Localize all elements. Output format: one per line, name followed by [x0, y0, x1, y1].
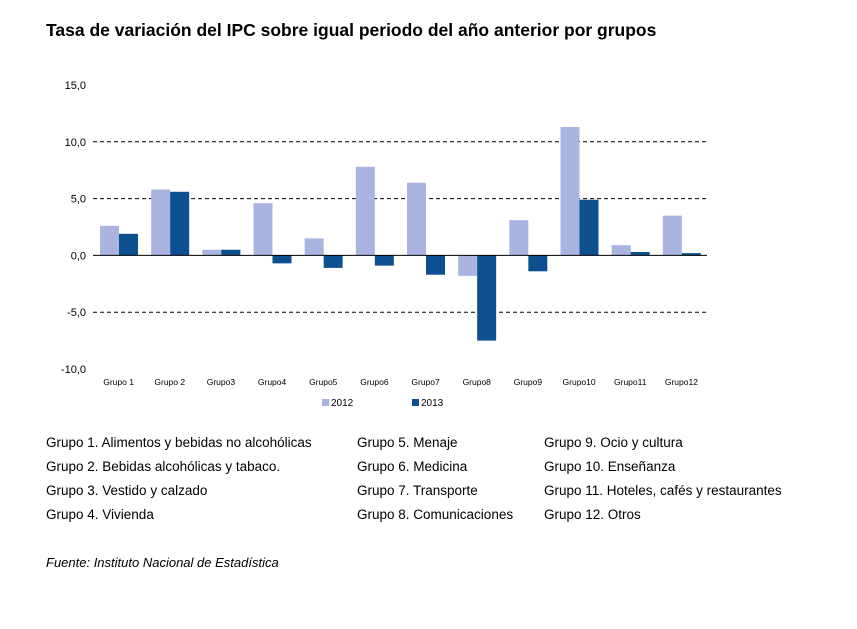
note-grupo-2: Grupo 2. Bebidas alcohólicas y tabaco.	[46, 459, 281, 474]
bar-2013	[221, 249, 241, 256]
x-tick-label: Grupo 2	[154, 377, 185, 387]
bar-2012	[407, 182, 426, 256]
bar-2012	[304, 238, 324, 256]
y-tick-label: 0,0	[71, 250, 86, 262]
note-grupo-12: Grupo 12. Otros	[544, 507, 641, 522]
y-tick-label: 10,0	[65, 137, 86, 149]
x-tick-label: Grupo3	[207, 377, 236, 387]
x-tick-label: Grupo7	[411, 377, 440, 387]
x-tick-label: Grupo10	[563, 377, 596, 387]
bar-2013	[579, 199, 599, 256]
bar-2012	[253, 203, 273, 256]
legend-label-2012: 2012	[331, 398, 354, 409]
bar-chart: 15,0 10,0 5,0 0,0 -5,0 -10,0 Grupo 1 Grupo 2 Gru…	[61, 80, 707, 409]
note-grupo-3: Grupo 3. Vestido y calzado	[46, 483, 208, 498]
bar-2012	[151, 189, 171, 256]
chart-title: Tasa de variación del IPC sobre igual pe…	[46, 20, 657, 40]
x-tick-label: Grupo12	[665, 377, 698, 387]
bar-2012	[662, 215, 682, 256]
x-tick-label: Grupo 1	[103, 377, 134, 387]
bar-2013	[681, 253, 701, 256]
legend-swatch-2012	[322, 399, 329, 406]
x-tick-label: Grupo6	[360, 377, 389, 387]
bar-2013	[170, 191, 190, 256]
bar-2013	[272, 255, 292, 264]
note-grupo-7: Grupo 7. Transporte	[357, 483, 478, 498]
bar-2012	[355, 166, 375, 256]
notes-column-3: Grupo 9. Ocio y cultura Grupo 10. Enseña…	[544, 434, 782, 530]
bar-2012	[100, 225, 119, 256]
note-grupo-11: Grupo 11. Hoteles, cafés y restaurantes	[544, 483, 782, 498]
x-tick-label: Grupo9	[514, 377, 543, 387]
bar-2013	[374, 255, 394, 266]
source-note: Fuente: Instituto Nacional de Estadístic…	[46, 555, 279, 570]
bar-2013	[119, 233, 138, 256]
x-tick-label: Grupo5	[309, 377, 338, 387]
y-tick-label: -10,0	[61, 364, 86, 376]
note-grupo-4: Grupo 4. Vivienda	[46, 507, 154, 522]
x-tick-label: Grupo4	[258, 377, 287, 387]
y-tick-label: 15,0	[65, 80, 86, 92]
bar-2013	[630, 251, 650, 256]
note-grupo-5: Grupo 5. Menaje	[357, 435, 458, 450]
bar-2013	[426, 255, 445, 275]
y-tick-label: 5,0	[71, 194, 86, 206]
bar-2013	[323, 255, 343, 268]
bar-2012	[458, 255, 478, 276]
bar-2013	[528, 255, 548, 272]
note-grupo-1: Grupo 1. Alimentos y bebidas no alcohóli…	[46, 435, 312, 450]
note-grupo-6: Grupo 6. Medicina	[357, 459, 468, 474]
notes-column-2: Grupo 5. Menaje Grupo 6. Medicina Grupo …	[357, 434, 513, 530]
bar-2012	[509, 220, 529, 256]
y-tick-label: -5,0	[67, 307, 86, 319]
group-legend-notes: Grupo 1. Alimentos y bebidas no alcohóli…	[46, 434, 836, 534]
bar-2012	[611, 245, 631, 256]
note-grupo-10: Grupo 10. Enseñanza	[544, 459, 676, 474]
bar-2013	[477, 255, 497, 341]
legend-label-2013: 2013	[421, 398, 444, 409]
bar-2012	[202, 249, 222, 256]
bar-2012	[560, 127, 580, 256]
legend-swatch-2013	[412, 399, 419, 406]
x-tick-label: Grupo11	[614, 377, 647, 387]
note-grupo-8: Grupo 8. Comunicaciones	[357, 507, 514, 522]
x-tick-label: Grupo8	[463, 377, 492, 387]
note-grupo-9: Grupo 9. Ocio y cultura	[544, 435, 683, 450]
notes-column-1: Grupo 1. Alimentos y bebidas no alcohóli…	[46, 434, 312, 530]
